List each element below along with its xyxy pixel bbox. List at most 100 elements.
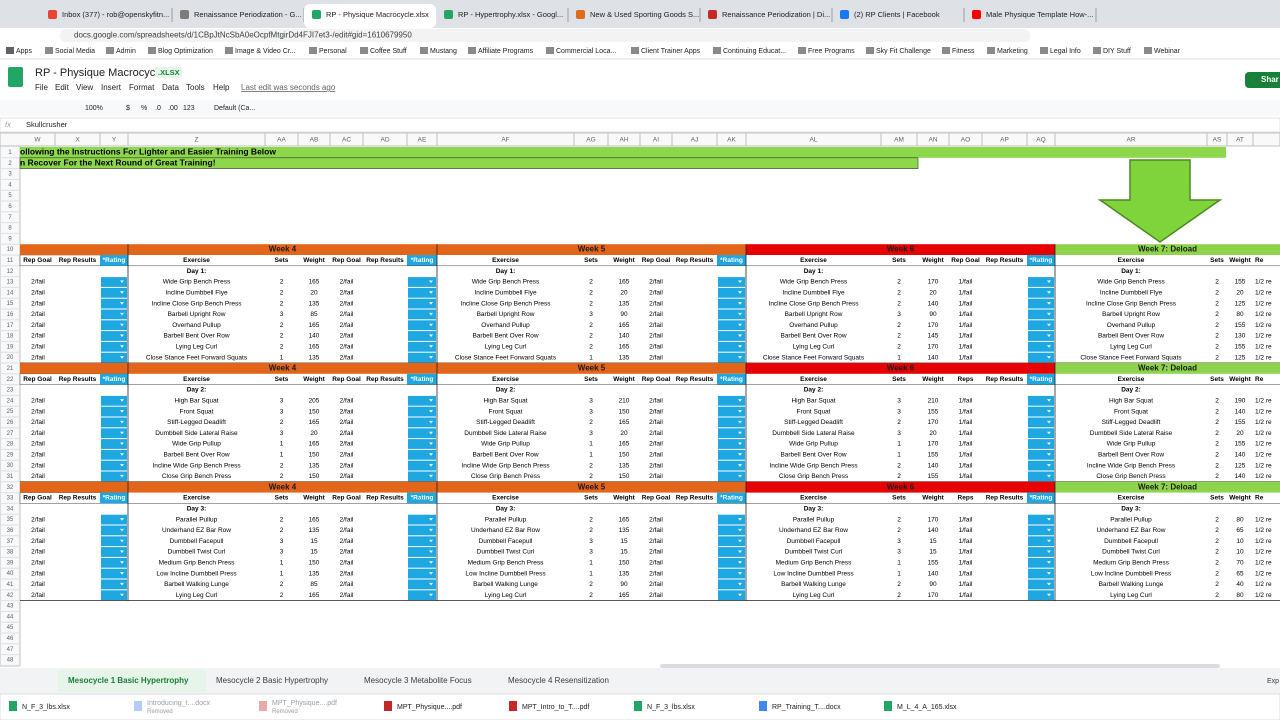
tab-title[interactable]: Renaissance Periodization | Di...: [722, 10, 830, 19]
rating-dropdown[interactable]: [718, 417, 745, 428]
doc-title[interactable]: RP - Physique Macrocycle: [35, 67, 164, 79]
tab-title[interactable]: Male Physique Template How-...: [986, 10, 1093, 19]
rating-dropdown[interactable]: [101, 568, 127, 579]
rating-dropdown[interactable]: [408, 277, 436, 287]
download-name[interactable]: MPT_Physique....pdf: [397, 704, 462, 711]
rating-dropdown[interactable]: [1028, 331, 1054, 341]
rating-dropdown[interactable]: [408, 460, 436, 471]
rating-dropdown[interactable]: [101, 514, 127, 525]
rating-dropdown[interactable]: [718, 568, 745, 579]
tab-title[interactable]: (2) RP Clients | Facebook: [854, 10, 940, 19]
rating-dropdown[interactable]: [1028, 341, 1054, 352]
rating-dropdown[interactable]: [718, 298, 745, 309]
rating-dropdown[interactable]: [101, 331, 127, 341]
rating-dropdown[interactable]: [718, 471, 745, 482]
rating-dropdown[interactable]: [1028, 320, 1054, 331]
toolbar-font[interactable]: Default (Ca...: [214, 105, 255, 112]
rating-dropdown[interactable]: [101, 406, 127, 417]
rating-dropdown[interactable]: [1028, 525, 1054, 536]
menu-item[interactable]: View: [76, 83, 93, 92]
sheets-logo[interactable]: [8, 67, 23, 87]
tab-title[interactable]: Inbox (377) - rob@openskyfitn...: [62, 10, 169, 19]
rating-dropdown[interactable]: [1028, 395, 1054, 406]
bookmark[interactable]: Personal: [319, 48, 347, 55]
rating-dropdown[interactable]: [1028, 568, 1054, 579]
rating-dropdown[interactable]: [101, 460, 127, 471]
bookmark[interactable]: Legal Info: [1050, 48, 1081, 55]
rating-dropdown[interactable]: [1028, 428, 1054, 439]
rating-dropdown[interactable]: [718, 287, 745, 298]
rating-dropdown[interactable]: [408, 309, 436, 320]
rating-dropdown[interactable]: [101, 320, 127, 331]
rating-dropdown[interactable]: [1028, 536, 1054, 547]
rating-dropdown[interactable]: [718, 428, 745, 439]
bookmark[interactable]: Sky Fit Challenge: [876, 48, 931, 55]
rating-dropdown[interactable]: [408, 287, 436, 298]
menu-item[interactable]: Format: [129, 83, 155, 92]
rating-dropdown[interactable]: [1028, 417, 1054, 428]
rating-dropdown[interactable]: [408, 406, 436, 417]
toolbar-currency[interactable]: $: [126, 105, 130, 112]
rating-dropdown[interactable]: [718, 309, 745, 320]
rating-dropdown[interactable]: [408, 557, 436, 568]
rating-dropdown[interactable]: [101, 428, 127, 439]
tab-title[interactable]: RP - Physique Macrocycle.xlsx: [326, 10, 429, 19]
rating-dropdown[interactable]: [1028, 352, 1054, 363]
rating-dropdown[interactable]: [101, 525, 127, 536]
rating-dropdown[interactable]: [1028, 309, 1054, 320]
rating-dropdown[interactable]: [408, 536, 436, 547]
rating-dropdown[interactable]: [718, 536, 745, 547]
bookmark[interactable]: Client Trainer Apps: [641, 48, 701, 55]
toolbar-dec-less[interactable]: .0: [155, 105, 161, 112]
rating-dropdown[interactable]: [101, 277, 127, 287]
bookmark[interactable]: Apps: [16, 48, 32, 55]
sheet-tab[interactable]: Mesocycle 2 Basic Hypertrophy: [216, 676, 328, 685]
rating-dropdown[interactable]: [1028, 287, 1054, 298]
download-name[interactable]: N_F_3_lbs.xlsx: [647, 704, 695, 711]
rating-dropdown[interactable]: [1028, 449, 1054, 460]
rating-dropdown[interactable]: [1028, 277, 1054, 287]
rating-dropdown[interactable]: [1028, 590, 1054, 601]
rating-dropdown[interactable]: [718, 352, 745, 363]
bookmark[interactable]: Fitness: [952, 48, 975, 55]
url-field[interactable]: [60, 29, 1030, 42]
rating-dropdown[interactable]: [718, 277, 745, 287]
bookmark[interactable]: Marketing: [997, 48, 1028, 55]
rating-dropdown[interactable]: [1028, 298, 1054, 309]
bookmark[interactable]: Webinar: [1154, 48, 1181, 55]
rating-dropdown[interactable]: [718, 590, 745, 601]
bookmark[interactable]: Continuing Educat...: [723, 48, 786, 55]
bookmark[interactable]: Image & Video Cr...: [235, 48, 296, 55]
download-name[interactable]: N_F_3_lbs.xlsx: [22, 704, 70, 711]
rating-dropdown[interactable]: [718, 439, 745, 449]
rating-dropdown[interactable]: [1028, 514, 1054, 525]
rating-dropdown[interactable]: [101, 547, 127, 557]
bookmark[interactable]: DIY Stuff: [1103, 48, 1131, 55]
rating-dropdown[interactable]: [1028, 471, 1054, 482]
rating-dropdown[interactable]: [718, 460, 745, 471]
download-name[interactable]: MPT_Physique....pdf: [272, 700, 337, 707]
rating-dropdown[interactable]: [101, 352, 127, 363]
last-edit[interactable]: Last edit was seconds ago: [241, 83, 336, 92]
rating-dropdown[interactable]: [408, 449, 436, 460]
rating-dropdown[interactable]: [1028, 547, 1054, 557]
rating-dropdown[interactable]: [101, 341, 127, 352]
rating-dropdown[interactable]: [408, 568, 436, 579]
rating-dropdown[interactable]: [408, 471, 436, 482]
toolbar-dec-more[interactable]: .00: [168, 105, 178, 112]
bookmark[interactable]: Mustang: [430, 48, 457, 55]
rating-dropdown[interactable]: [408, 579, 436, 590]
rating-dropdown[interactable]: [1028, 460, 1054, 471]
rating-dropdown[interactable]: [408, 417, 436, 428]
rating-dropdown[interactable]: [408, 298, 436, 309]
sheet-tab[interactable]: Mesocycle 1 Basic Hypertrophy: [68, 676, 189, 685]
rating-dropdown[interactable]: [101, 439, 127, 449]
download-name[interactable]: Introducing_t....docx: [147, 700, 211, 707]
rating-dropdown[interactable]: [101, 417, 127, 428]
rating-dropdown[interactable]: [718, 320, 745, 331]
rating-dropdown[interactable]: [718, 579, 745, 590]
tab-title[interactable]: New & Used Sporting Goods S...: [590, 10, 699, 19]
bookmark[interactable]: Coffee Stuff: [370, 48, 407, 55]
tab-title[interactable]: RP - Hypertrophy.xlsx - Googl...: [458, 10, 563, 19]
bookmark[interactable]: Admin: [116, 48, 136, 55]
